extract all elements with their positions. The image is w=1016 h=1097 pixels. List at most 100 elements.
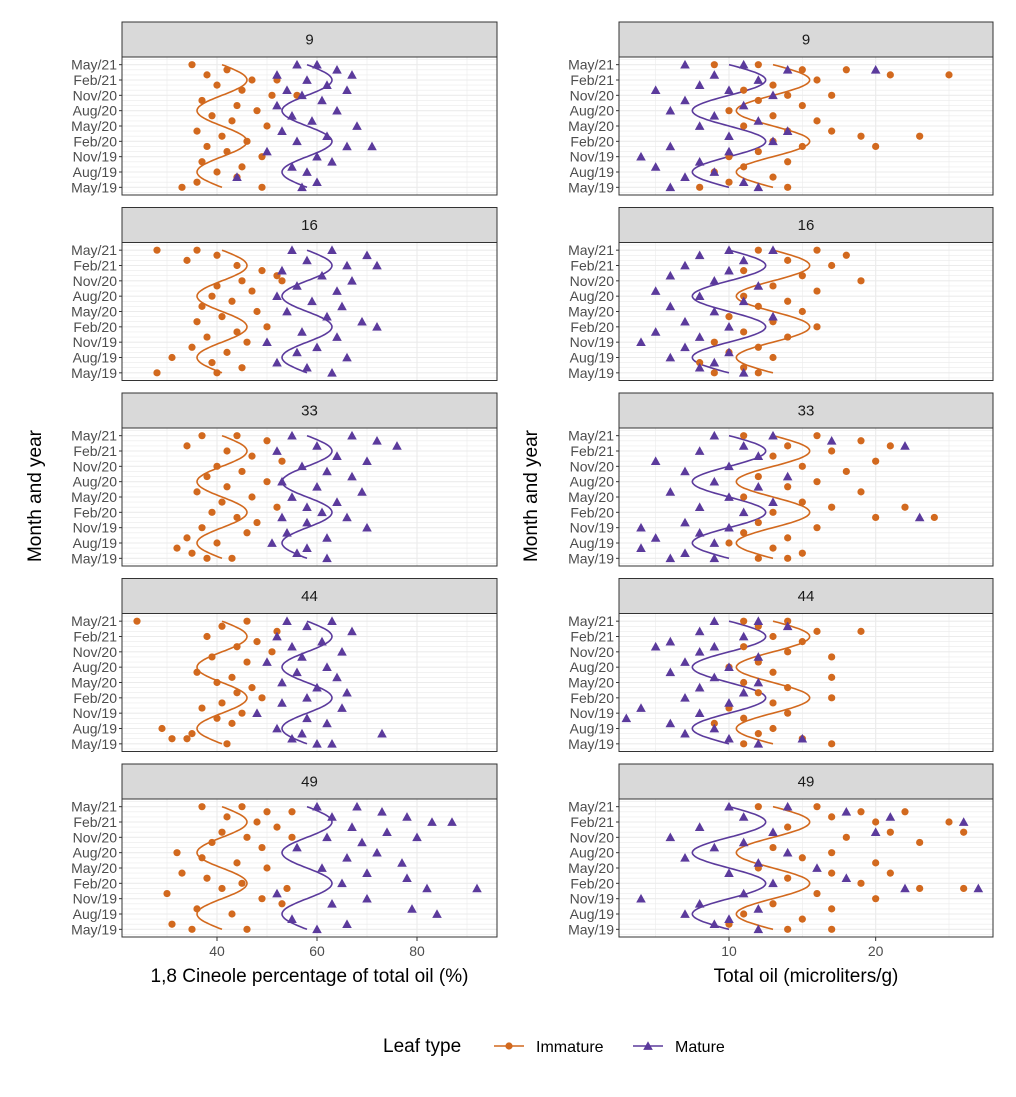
immature-point bbox=[188, 343, 196, 351]
immature-point bbox=[754, 96, 762, 105]
immature-point bbox=[213, 714, 221, 722]
panel-border bbox=[618, 427, 994, 567]
panel-border bbox=[618, 613, 994, 752]
immature-point bbox=[208, 292, 216, 300]
mature-point bbox=[272, 888, 282, 898]
mature-point bbox=[312, 59, 322, 69]
immature-point bbox=[916, 884, 924, 893]
y-tick-label: Feb/20 bbox=[570, 875, 614, 891]
immature-point bbox=[798, 101, 806, 110]
facet-panel: 44 May/21Feb/21Nov/20Aug/20May/20Feb/20No… bbox=[568, 578, 994, 752]
immature-point bbox=[168, 353, 176, 362]
y-tick-label: May/19 bbox=[568, 365, 614, 381]
mature-point bbox=[302, 502, 312, 512]
mature-point bbox=[287, 914, 297, 923]
mature-point bbox=[709, 357, 720, 367]
y-tick-label: May/21 bbox=[568, 613, 614, 629]
mature-point bbox=[292, 667, 302, 677]
mature-point bbox=[377, 728, 387, 738]
y-tick-label: Aug/20 bbox=[570, 845, 615, 861]
immature-point bbox=[218, 884, 226, 893]
trend-line-mature bbox=[281, 434, 333, 560]
y-tick-label: Aug/19 bbox=[73, 350, 118, 366]
mature-point bbox=[332, 286, 342, 295]
mature-point bbox=[277, 698, 287, 707]
mature-point bbox=[282, 306, 292, 316]
immature-point bbox=[769, 843, 777, 852]
mature-point bbox=[327, 368, 337, 377]
immature-point bbox=[784, 256, 792, 264]
mature-point bbox=[307, 116, 317, 125]
mature-point bbox=[322, 662, 332, 672]
mature-point bbox=[694, 626, 705, 636]
mature-point bbox=[738, 631, 749, 641]
mature-point bbox=[402, 873, 412, 883]
immature-point bbox=[208, 112, 216, 120]
immature-point bbox=[268, 648, 276, 656]
immature-point bbox=[158, 724, 166, 733]
immature-point bbox=[740, 910, 748, 918]
x-tick-label: 40 bbox=[209, 943, 225, 959]
mature-point bbox=[724, 698, 734, 707]
y-tick-label: Feb/20 bbox=[570, 319, 614, 335]
immature-point bbox=[233, 859, 241, 867]
y-tick-label: Nov/20 bbox=[570, 829, 615, 845]
mature-point bbox=[694, 332, 705, 341]
y-tick-label: May/20 bbox=[568, 118, 614, 134]
immature-point bbox=[784, 91, 792, 99]
immature-point bbox=[178, 869, 186, 877]
immature-point bbox=[233, 513, 241, 522]
mature-point bbox=[322, 466, 332, 476]
mature-point bbox=[332, 672, 342, 682]
mature-point bbox=[709, 672, 720, 682]
immature-point bbox=[168, 735, 176, 743]
mature-point bbox=[724, 801, 734, 811]
y-tick-label: Feb/21 bbox=[570, 258, 614, 274]
panel-border bbox=[618, 56, 994, 196]
mature-point bbox=[287, 733, 297, 743]
immature-point bbox=[188, 61, 196, 69]
immature-point bbox=[263, 808, 271, 816]
immature-point bbox=[248, 684, 256, 692]
mature-point bbox=[342, 919, 352, 929]
mature-point bbox=[768, 136, 778, 146]
immature-point bbox=[784, 648, 792, 656]
y-tick-label: Aug/20 bbox=[73, 474, 118, 490]
immature-point bbox=[784, 617, 792, 625]
immature-point bbox=[813, 478, 821, 486]
immature-point bbox=[754, 246, 762, 254]
facet-panel: 33 May/21Feb/21Nov/20Aug/20May/20Feb/20No… bbox=[71, 392, 498, 567]
trend-line-mature bbox=[691, 805, 767, 931]
immature-point bbox=[183, 256, 191, 264]
mature-point bbox=[337, 647, 347, 656]
immature-point bbox=[253, 638, 261, 646]
immature-point bbox=[842, 66, 850, 74]
immature-point bbox=[842, 467, 850, 476]
mature-point bbox=[292, 59, 302, 69]
y-tick-label: Feb/21 bbox=[73, 629, 117, 645]
mature-point bbox=[768, 311, 778, 321]
x-tick-label: 60 bbox=[309, 943, 325, 959]
immature-point bbox=[213, 251, 221, 259]
y-tick-label: Feb/21 bbox=[73, 814, 117, 830]
immature-point bbox=[263, 122, 271, 130]
immature-point bbox=[725, 107, 733, 115]
immature-point bbox=[223, 66, 231, 74]
immature-point bbox=[223, 348, 231, 356]
mature-point bbox=[694, 156, 705, 166]
mature-point bbox=[337, 301, 347, 311]
immature-point bbox=[268, 91, 276, 99]
mature-point bbox=[694, 250, 705, 260]
mature-point bbox=[282, 616, 292, 626]
immature-point bbox=[754, 302, 762, 310]
mature-point bbox=[753, 858, 764, 867]
trend-line-immature bbox=[196, 620, 248, 745]
mature-point bbox=[724, 265, 734, 275]
immature-point bbox=[857, 808, 865, 816]
mature-point bbox=[753, 451, 764, 460]
mature-point bbox=[724, 146, 734, 156]
mature-point bbox=[665, 636, 676, 646]
mature-point bbox=[885, 812, 896, 821]
immature-point bbox=[725, 178, 733, 186]
mature-point bbox=[650, 641, 661, 651]
